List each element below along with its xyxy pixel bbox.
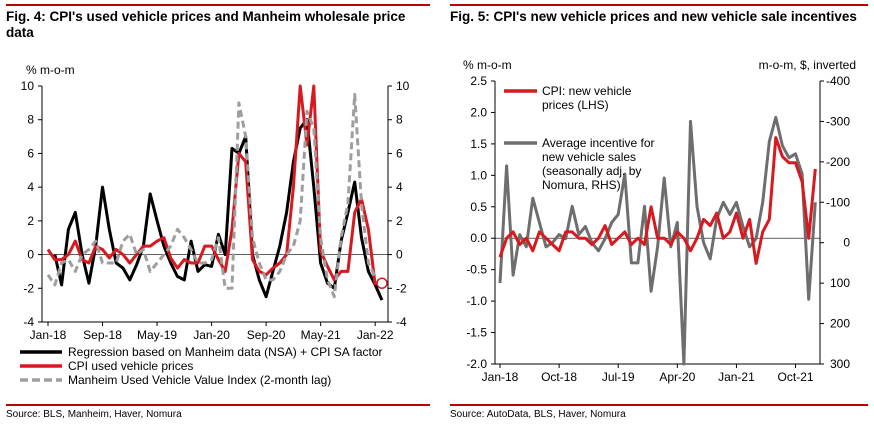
chart-title: Fig. 4: CPI's used vehicle prices and Ma… bbox=[6, 4, 430, 41]
y2-tick-label: -2 bbox=[396, 281, 407, 295]
chart-panel-fig4: Fig. 4: CPI's used vehicle prices and Ma… bbox=[0, 0, 435, 425]
x-tick-label: Jan-22 bbox=[357, 328, 394, 342]
chart-source: Source: BLS, Manheim, Haver, Nomura bbox=[6, 404, 430, 420]
y-tick-label: 10 bbox=[21, 79, 35, 93]
y-tick-label: -2 bbox=[23, 281, 34, 295]
y2-tick-label: 200 bbox=[830, 317, 850, 331]
y2-tick-label: 4 bbox=[396, 180, 403, 194]
y-tick-label: 1.0 bbox=[470, 168, 487, 182]
y-axis-label: % m-o-m bbox=[26, 63, 75, 77]
y2-tick-label: 0 bbox=[396, 248, 403, 262]
y-tick-label: 8 bbox=[27, 113, 34, 127]
y2-tick-label: -400 bbox=[826, 74, 850, 88]
x-tick-label: Apr-20 bbox=[659, 370, 695, 384]
x-tick-label: Jan-20 bbox=[193, 328, 230, 342]
y-tick-label: -1.5 bbox=[466, 326, 487, 340]
y2-tick-label: 300 bbox=[830, 357, 850, 371]
x-tick-label: Oct-21 bbox=[778, 370, 814, 384]
x-tick-label: Oct-18 bbox=[541, 370, 577, 384]
x-tick-label: Jan-18 bbox=[482, 370, 519, 384]
latest-point-marker bbox=[376, 277, 388, 289]
chart-fig5: % m-o-m m-o-m, $, inverted -2.0 -1.5 -1.0 -0.… bbox=[463, 58, 856, 384]
x-tick-label: Jan-18 bbox=[30, 328, 67, 342]
y-tick-label: -1.0 bbox=[466, 294, 487, 308]
legend-label-0: Regression based on Manheim data (NSA) +… bbox=[68, 345, 383, 359]
x-tick-label: Sep-18 bbox=[83, 328, 122, 342]
x-tick-label: Jul-19 bbox=[602, 370, 635, 384]
series-line-1 bbox=[46, 84, 377, 286]
y-tick-label: 4 bbox=[27, 180, 34, 194]
y-axis-label: % m-o-m bbox=[463, 58, 512, 72]
y-tick-label: 1.5 bbox=[470, 137, 487, 151]
y-tick-label: 6 bbox=[27, 146, 34, 160]
series-line-0 bbox=[53, 118, 384, 301]
chart-panel-fig5: Fig. 5: CPI's new vehicle prices and new… bbox=[444, 0, 874, 425]
x-tick-label: Jan-21 bbox=[718, 370, 755, 384]
y2-tick-label: -100 bbox=[826, 195, 850, 209]
y2-tick-label: 6 bbox=[396, 146, 403, 160]
y-tick-label: -0.5 bbox=[466, 263, 487, 277]
y2-tick-label: 2 bbox=[396, 214, 403, 228]
chart-source: Source: AutoData, BLS, Haver, Nomura bbox=[450, 404, 868, 420]
y2-tick-label: -300 bbox=[826, 114, 850, 128]
x-tick-label: May-21 bbox=[301, 328, 341, 342]
y-tick-label: -4 bbox=[23, 315, 34, 329]
series-line-2 bbox=[46, 92, 377, 299]
y2-tick-label: 0 bbox=[843, 236, 850, 250]
y2-tick-label: -4 bbox=[396, 315, 407, 329]
y2-axis-label: m-o-m, $, inverted bbox=[759, 58, 856, 72]
legend-label-2: Manheim Used Vehicle Value Index (2-mont… bbox=[68, 373, 331, 387]
y-tick-label: 0.0 bbox=[470, 231, 487, 245]
y-tick-label: 0.5 bbox=[470, 200, 487, 214]
x-tick-label: Sep-20 bbox=[247, 328, 286, 342]
legend-label-0: CPI: new vehicle prices (LHS) bbox=[542, 84, 632, 112]
y-tick-label: 0 bbox=[27, 248, 34, 262]
chart-title: Fig. 5: CPI's new vehicle prices and new… bbox=[450, 4, 868, 25]
y2-tick-label: 10 bbox=[396, 79, 410, 93]
series-line-0 bbox=[498, 136, 817, 265]
chart-fig4: % m-o-m -4 -4 -2 -2 0 0 2 2 4 4 6 6 8 8 10 10 Jan-18 Sep-1… bbox=[20, 63, 410, 387]
y2-tick-label: -200 bbox=[826, 155, 850, 169]
y-tick-label: 2.5 bbox=[470, 74, 487, 88]
legend-label-1: CPI used vehicle prices bbox=[68, 359, 193, 373]
y2-tick-label: 100 bbox=[830, 276, 850, 290]
y-tick-label: 2 bbox=[27, 214, 34, 228]
legend-label-1: Average incentive for new vehicle sales (s… bbox=[542, 136, 655, 192]
x-tick-label: May-19 bbox=[137, 328, 177, 342]
y2-tick-label: 8 bbox=[396, 113, 403, 127]
y-tick-label: 2.0 bbox=[470, 105, 487, 119]
y-tick-label: -2.0 bbox=[466, 357, 487, 371]
